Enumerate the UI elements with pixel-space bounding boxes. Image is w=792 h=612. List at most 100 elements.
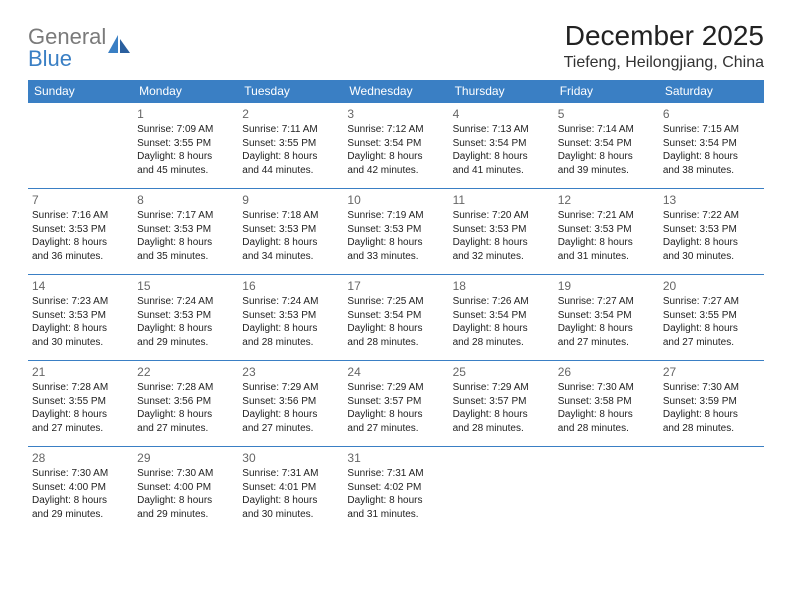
daylight-line: Daylight: 8 hours bbox=[242, 494, 339, 508]
daylight-line: and 45 minutes. bbox=[137, 164, 234, 178]
daylight-line: and 42 minutes. bbox=[347, 164, 444, 178]
sunrise-line: Sunrise: 7:29 AM bbox=[242, 381, 339, 395]
calendar-cell: 27Sunrise: 7:30 AMSunset: 3:59 PMDayligh… bbox=[659, 361, 764, 447]
daylight-line: and 39 minutes. bbox=[558, 164, 655, 178]
daylight-line: Daylight: 8 hours bbox=[663, 408, 760, 422]
weekday-header-row: Sunday Monday Tuesday Wednesday Thursday… bbox=[28, 80, 764, 103]
weekday-header: Friday bbox=[554, 80, 659, 103]
sunset-line: Sunset: 3:56 PM bbox=[137, 395, 234, 409]
calendar-cell: 30 Sunrise: 7:31 AMSunset: 4:01 PMDayligh… bbox=[238, 447, 343, 533]
calendar-cell: 22Sunrise: 7:28 AMSunset: 3:56 PMDayligh… bbox=[133, 361, 238, 447]
sunset-line: Sunset: 3:53 PM bbox=[242, 223, 339, 237]
day-number: 17 bbox=[347, 279, 444, 293]
sunrise-line: Sunrise: 7:24 AM bbox=[242, 295, 339, 309]
sunset-line: Sunset: 3:53 PM bbox=[137, 309, 234, 323]
daylight-line: and 29 minutes. bbox=[32, 508, 129, 522]
day-number: 15 bbox=[137, 279, 234, 293]
daylight-line: Daylight: 8 hours bbox=[558, 408, 655, 422]
weekday-header: Saturday bbox=[659, 80, 764, 103]
sunrise-line: Sunrise: 7:25 AM bbox=[347, 295, 444, 309]
calendar-cell: 9Sunrise: 7:18 AMSunset: 3:53 PMDaylight… bbox=[238, 189, 343, 275]
daylight-line: Daylight: 8 hours bbox=[242, 408, 339, 422]
daylight-line: Daylight: 8 hours bbox=[347, 408, 444, 422]
brand-logo: General Blue bbox=[28, 26, 132, 70]
sunset-line: Sunset: 3:57 PM bbox=[453, 395, 550, 409]
daylight-line: and 27 minutes. bbox=[137, 422, 234, 436]
sunset-line: Sunset: 3:53 PM bbox=[558, 223, 655, 237]
day-number: 24 bbox=[347, 365, 444, 379]
day-number: 5 bbox=[558, 107, 655, 121]
day-number: 6 bbox=[663, 107, 760, 121]
daylight-line: and 29 minutes. bbox=[137, 336, 234, 350]
daylight-line: Daylight: 8 hours bbox=[453, 408, 550, 422]
daylight-line: and 44 minutes. bbox=[242, 164, 339, 178]
calendar-cell: 23Sunrise: 7:29 AMSunset: 3:56 PMDayligh… bbox=[238, 361, 343, 447]
calendar-cell: 7Sunrise: 7:16 AMSunset: 3:53 PMDaylight… bbox=[28, 189, 133, 275]
daylight-line: and 28 minutes. bbox=[453, 422, 550, 436]
daylight-line: and 27 minutes. bbox=[663, 336, 760, 350]
day-number: 13 bbox=[663, 193, 760, 207]
calendar-cell: 21Sunrise: 7:28 AMSunset: 3:55 PMDayligh… bbox=[28, 361, 133, 447]
day-number: 2 bbox=[242, 107, 339, 121]
daylight-line: Daylight: 8 hours bbox=[32, 408, 129, 422]
day-number: 3 bbox=[347, 107, 444, 121]
calendar-week-row: 21Sunrise: 7:28 AMSunset: 3:55 PMDayligh… bbox=[28, 361, 764, 447]
day-number: 19 bbox=[558, 279, 655, 293]
daylight-line: and 28 minutes. bbox=[663, 422, 760, 436]
sunrise-line: Sunrise: 7:23 AM bbox=[32, 295, 129, 309]
daylight-line: and 28 minutes. bbox=[558, 422, 655, 436]
day-number: 25 bbox=[453, 365, 550, 379]
sunset-line: Sunset: 3:53 PM bbox=[32, 223, 129, 237]
brand-text: General Blue bbox=[28, 26, 106, 70]
day-number: 31 bbox=[347, 451, 444, 465]
sunrise-line: Sunrise: 7:31 AM bbox=[242, 467, 339, 481]
sunset-line: Sunset: 3:53 PM bbox=[453, 223, 550, 237]
daylight-line: and 27 minutes. bbox=[347, 422, 444, 436]
daylight-line: Daylight: 8 hours bbox=[663, 150, 760, 164]
day-number: 8 bbox=[137, 193, 234, 207]
sunrise-line: Sunrise: 7:26 AM bbox=[453, 295, 550, 309]
sunset-line: Sunset: 4:01 PM bbox=[242, 481, 339, 495]
daylight-line: and 28 minutes. bbox=[453, 336, 550, 350]
sunrise-line: Sunrise: 7:27 AM bbox=[558, 295, 655, 309]
sunrise-line: Sunrise: 7:14 AM bbox=[558, 123, 655, 137]
calendar-cell: 2Sunrise: 7:11 AMSunset: 3:55 PMDaylight… bbox=[238, 103, 343, 189]
calendar-cell: 8Sunrise: 7:17 AMSunset: 3:53 PMDaylight… bbox=[133, 189, 238, 275]
sunset-line: Sunset: 3:54 PM bbox=[558, 137, 655, 151]
sunrise-line: Sunrise: 7:22 AM bbox=[663, 209, 760, 223]
daylight-line: and 31 minutes. bbox=[347, 508, 444, 522]
daylight-line: Daylight: 8 hours bbox=[558, 150, 655, 164]
calendar-table: Sunday Monday Tuesday Wednesday Thursday… bbox=[28, 80, 764, 533]
sunrise-line: Sunrise: 7:20 AM bbox=[453, 209, 550, 223]
daylight-line: Daylight: 8 hours bbox=[347, 150, 444, 164]
calendar-cell: 24Sunrise: 7:29 AMSunset: 3:57 PMDayligh… bbox=[343, 361, 448, 447]
page-header: General Blue December 2025 Tiefeng, Heil… bbox=[28, 20, 764, 72]
daylight-line: Daylight: 8 hours bbox=[558, 322, 655, 336]
day-number: 9 bbox=[242, 193, 339, 207]
weekday-header: Thursday bbox=[449, 80, 554, 103]
day-number: 22 bbox=[137, 365, 234, 379]
daylight-line: and 27 minutes. bbox=[242, 422, 339, 436]
day-number: 10 bbox=[347, 193, 444, 207]
calendar-cell: 12Sunrise: 7:21 AMSunset: 3:53 PMDayligh… bbox=[554, 189, 659, 275]
sunset-line: Sunset: 3:55 PM bbox=[242, 137, 339, 151]
sunrise-line: Sunrise: 7:24 AM bbox=[137, 295, 234, 309]
daylight-line: and 28 minutes. bbox=[242, 336, 339, 350]
daylight-line: and 38 minutes. bbox=[663, 164, 760, 178]
day-number: 18 bbox=[453, 279, 550, 293]
calendar-cell: 5 Sunrise: 7:14 AMSunset: 3:54 PMDaylight… bbox=[554, 103, 659, 189]
daylight-line: Daylight: 8 hours bbox=[242, 236, 339, 250]
sunset-line: Sunset: 3:56 PM bbox=[242, 395, 339, 409]
sunset-line: Sunset: 3:53 PM bbox=[242, 309, 339, 323]
weekday-header: Wednesday bbox=[343, 80, 448, 103]
calendar-cell: 11Sunrise: 7:20 AMSunset: 3:53 PMDayligh… bbox=[449, 189, 554, 275]
sunset-line: Sunset: 3:53 PM bbox=[137, 223, 234, 237]
daylight-line: Daylight: 8 hours bbox=[453, 236, 550, 250]
day-number: 30 bbox=[242, 451, 339, 465]
calendar-cell: 4Sunrise: 7:13 AMSunset: 3:54 PMDaylight… bbox=[449, 103, 554, 189]
sail-icon bbox=[108, 35, 132, 53]
daylight-line: and 30 minutes. bbox=[32, 336, 129, 350]
calendar-body: 1Sunrise: 7:09 AMSunset: 3:55 PMDaylight… bbox=[28, 103, 764, 533]
calendar-cell: 16Sunrise: 7:24 AMSunset: 3:53 PMDayligh… bbox=[238, 275, 343, 361]
calendar-week-row: 7Sunrise: 7:16 AMSunset: 3:53 PMDaylight… bbox=[28, 189, 764, 275]
